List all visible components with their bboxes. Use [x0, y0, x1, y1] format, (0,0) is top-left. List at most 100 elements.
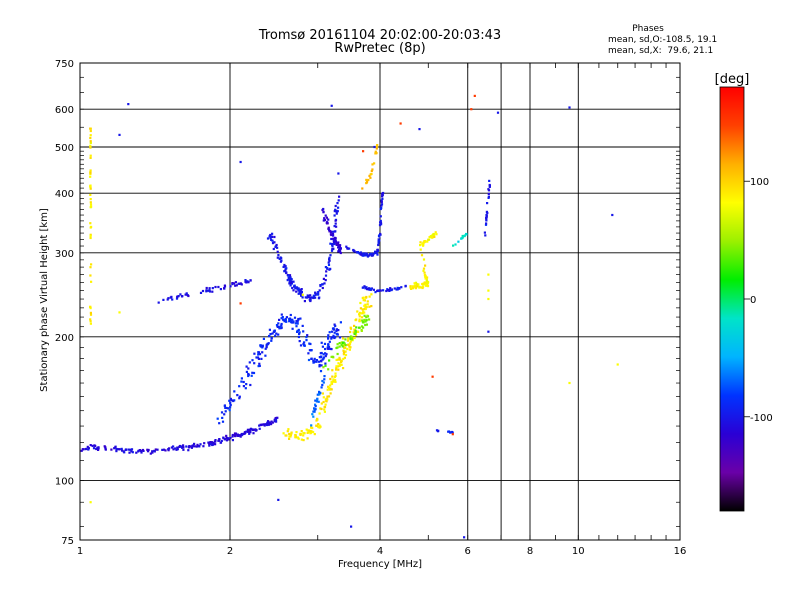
data-point	[214, 285, 217, 289]
data-point	[220, 411, 224, 414]
data-point	[331, 244, 334, 247]
data-point	[330, 237, 333, 241]
data-point	[209, 441, 212, 444]
data-point	[318, 390, 321, 393]
data-point	[89, 146, 92, 149]
data-point	[89, 318, 92, 321]
data-point	[146, 448, 149, 451]
data-point	[294, 322, 297, 325]
data-point	[95, 447, 98, 451]
stats-line-o: mean, sd,O:-108.5, 19.1	[608, 35, 717, 45]
data-point	[435, 429, 439, 432]
data-point	[89, 274, 92, 277]
colorbar-tick-label: -100	[750, 413, 773, 424]
data-point	[361, 319, 364, 322]
data-point	[362, 310, 365, 313]
data-point	[336, 343, 339, 346]
data-point	[419, 248, 422, 251]
data-point	[342, 337, 345, 340]
data-point	[248, 430, 251, 433]
data-point	[433, 235, 436, 238]
data-point	[218, 438, 221, 441]
data-point	[302, 330, 305, 333]
data-point	[315, 400, 318, 403]
data-point	[424, 283, 427, 286]
data-point	[286, 279, 289, 282]
data-point	[288, 432, 291, 436]
y-tick-label: 750	[55, 59, 74, 70]
data-point	[323, 378, 326, 381]
data-point	[231, 433, 234, 437]
data-point	[366, 288, 369, 291]
data-point	[303, 344, 306, 347]
data-point	[376, 248, 379, 251]
data-point	[236, 394, 239, 397]
data-point	[233, 434, 236, 437]
data-point	[328, 268, 331, 271]
colorbar-label: [deg]	[715, 72, 750, 87]
data-point	[89, 134, 92, 137]
data-point	[277, 322, 280, 325]
data-point	[355, 326, 358, 329]
data-point	[251, 428, 254, 432]
data-point	[318, 363, 321, 367]
data-point	[225, 406, 228, 410]
data-point	[320, 386, 323, 389]
data-point	[368, 295, 371, 298]
data-point	[285, 434, 288, 437]
data-point	[426, 240, 429, 243]
data-point	[208, 444, 211, 447]
data-point	[89, 203, 93, 206]
data-point	[389, 287, 392, 290]
data-point	[310, 424, 313, 427]
data-point	[616, 363, 619, 366]
data-point	[334, 379, 337, 382]
data-point	[296, 322, 299, 325]
data-point	[103, 445, 106, 448]
data-point	[426, 284, 429, 287]
data-point	[276, 250, 279, 253]
data-point	[198, 445, 201, 448]
data-point	[374, 251, 377, 254]
data-point	[89, 311, 92, 314]
data-point	[362, 254, 365, 257]
data-point	[297, 317, 300, 321]
data-point	[334, 324, 337, 328]
data-point	[367, 178, 370, 182]
data-point	[195, 445, 198, 448]
data-point	[335, 328, 338, 331]
data-point	[375, 252, 378, 255]
data-point	[318, 412, 321, 415]
data-point	[386, 289, 389, 292]
data-point	[300, 293, 303, 296]
data-point	[423, 241, 426, 244]
x-tick-label: 8	[527, 546, 533, 557]
data-point	[347, 343, 350, 346]
data-point	[303, 300, 306, 303]
data-point	[422, 269, 425, 272]
data-point	[314, 405, 317, 408]
data-point	[299, 317, 302, 320]
data-point	[176, 296, 179, 299]
data-point	[322, 396, 325, 399]
data-point	[323, 410, 326, 413]
data-point	[328, 388, 332, 391]
data-point	[367, 254, 370, 257]
data-point	[421, 243, 424, 246]
data-point	[242, 380, 245, 384]
data-point	[263, 424, 266, 427]
data-point	[287, 428, 290, 431]
data-point	[282, 432, 285, 435]
data-point	[274, 334, 277, 337]
data-point	[487, 195, 490, 198]
x-tick-label: 6	[465, 546, 471, 557]
data-point	[349, 327, 353, 330]
data-point	[252, 371, 256, 375]
data-point	[335, 329, 338, 333]
data-point	[280, 259, 283, 262]
data-point	[329, 384, 332, 387]
data-point	[334, 204, 337, 208]
data-point	[137, 449, 140, 452]
y-tick-label: 600	[55, 105, 74, 116]
data-point	[272, 247, 275, 251]
